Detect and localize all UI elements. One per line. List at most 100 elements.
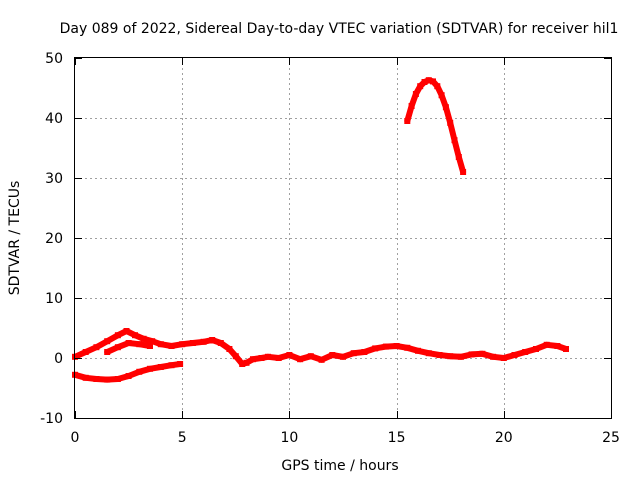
data-point [361, 349, 368, 355]
data-point [543, 341, 550, 348]
y-axis-label: SDTVAR / TECUs [7, 181, 23, 296]
series-secondary-trace [104, 340, 153, 355]
series-arc-trace [404, 77, 467, 175]
data-point [104, 376, 111, 383]
data-point [239, 361, 246, 367]
data-point [168, 362, 175, 369]
data-point [329, 352, 336, 358]
data-point [136, 341, 143, 348]
x-tick-label: 10 [280, 430, 298, 446]
data-point [434, 83, 441, 90]
y-tick-label: 20 [45, 231, 63, 247]
y-tick-label: -10 [40, 411, 63, 427]
data-point [82, 374, 89, 381]
data-point [350, 350, 357, 357]
data-point [479, 350, 486, 357]
data-point [168, 343, 175, 349]
data-point [500, 355, 507, 361]
data-point [114, 344, 121, 351]
data-point [447, 119, 454, 126]
data-point [447, 353, 454, 360]
data-point [533, 346, 539, 352]
data-point [114, 376, 121, 382]
x-tick-labels: 0 5 10 15 20 25 [71, 430, 620, 446]
data-point [93, 376, 100, 382]
data-point [226, 346, 233, 352]
data-point [455, 154, 462, 160]
x-axis-label: GPS time / hours [281, 458, 398, 474]
y-tick-labels: -10 0 10 20 30 40 50 [40, 51, 63, 427]
data-point [460, 169, 467, 175]
axis-ticks [75, 58, 612, 419]
data-point [179, 341, 186, 348]
data-point [457, 353, 464, 360]
y-tick-label: 30 [45, 171, 63, 187]
data-point [436, 352, 443, 358]
data-point [408, 103, 415, 109]
y-tick-label: 0 [54, 351, 63, 367]
y-tick-label: 40 [45, 111, 63, 127]
data-point [147, 343, 153, 349]
x-tick-label: 20 [495, 430, 513, 446]
data-point [147, 365, 153, 372]
data-point [200, 338, 207, 345]
data-point [125, 340, 132, 346]
data-point [93, 344, 100, 351]
data-point [275, 355, 282, 361]
data-point [372, 345, 379, 352]
data-point [125, 373, 132, 379]
data-point [468, 351, 475, 358]
data-point [404, 344, 411, 351]
data-point [554, 343, 561, 349]
plot-border [74, 57, 612, 419]
y-tick-label: 10 [45, 291, 63, 307]
data-point [157, 341, 164, 348]
data-point [307, 353, 314, 360]
x-tick-label: 5 [178, 430, 187, 446]
data-point [140, 335, 147, 342]
data-layer [72, 77, 569, 383]
data-point [157, 364, 164, 370]
data-point [425, 350, 432, 357]
data-point [451, 137, 458, 144]
data-point [258, 355, 265, 361]
x-tick-label: 25 [602, 430, 620, 446]
data-point [404, 118, 411, 124]
data-point [232, 353, 239, 360]
data-point [417, 83, 424, 90]
data-point [412, 91, 419, 97]
data-point [149, 338, 156, 345]
data-point [511, 352, 518, 358]
data-point [438, 92, 445, 99]
data-point [217, 340, 224, 346]
data-point [490, 353, 497, 360]
data-point [522, 349, 529, 355]
x-tick-label: 0 [71, 430, 80, 446]
data-point [415, 347, 421, 354]
data-point [104, 338, 111, 345]
data-point [393, 343, 400, 349]
chart-title: Day 089 of 2022, Sidereal Day-to-day VTE… [60, 21, 619, 37]
y-tick-label: 50 [45, 51, 63, 67]
data-point [563, 346, 569, 352]
series-main-trace [72, 328, 569, 367]
data-point [318, 356, 325, 363]
data-point [177, 361, 184, 367]
data-point [136, 368, 143, 375]
data-point [104, 349, 111, 355]
x-tick-label: 15 [388, 430, 406, 446]
data-point [297, 356, 304, 363]
data-point [340, 353, 346, 360]
data-point [425, 77, 432, 84]
data-point [82, 349, 89, 355]
data-point [382, 343, 389, 350]
data-point [442, 104, 449, 111]
grid-lines [75, 58, 611, 418]
data-point [123, 328, 130, 334]
data-point [286, 352, 293, 358]
data-point [189, 340, 196, 346]
data-point [114, 332, 121, 339]
data-point [209, 337, 216, 343]
